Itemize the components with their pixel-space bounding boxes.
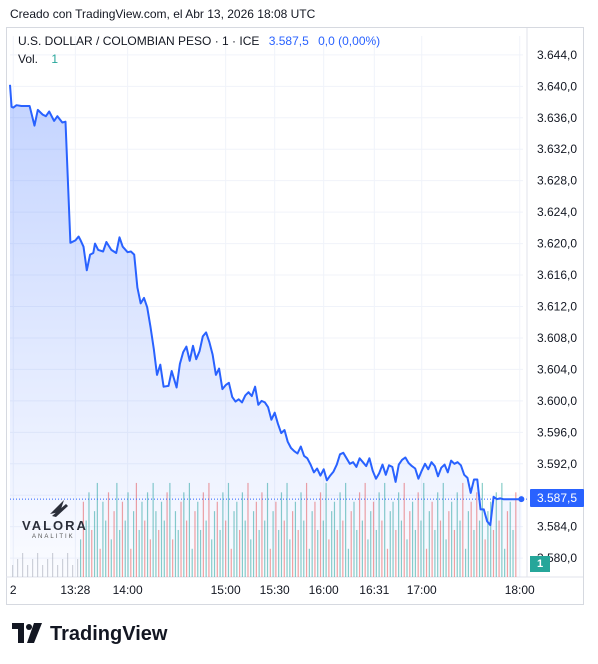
x-tick-label: 18:00 — [505, 583, 535, 597]
price-line[interactable] — [9, 84, 522, 527]
price-area — [10, 84, 522, 578]
symbol-legend: U.S. DOLLAR / COLOMBIAN PESO · 1 · ICE 3… — [18, 34, 380, 48]
price-change: 0,0 (0,00%) — [318, 34, 381, 48]
y-tick-label: 3.620,0 — [537, 237, 577, 251]
x-tick-label: 14:00 — [113, 583, 143, 597]
y-tick-label: 3.628,0 — [537, 174, 577, 188]
y-tick-label: 3.636,0 — [537, 111, 577, 125]
tradingview-brand[interactable]: TradingView — [12, 623, 167, 646]
volume-legend: Vol. 1 — [18, 52, 58, 66]
x-tick-label: 15:00 — [211, 583, 241, 597]
created-caption: Creado con TradingView.com, el Abr 13, 2… — [10, 7, 316, 21]
volume-label: Vol. — [18, 52, 39, 66]
y-tick-label: 3.604,0 — [537, 362, 577, 376]
volume-tag: 1 — [530, 556, 550, 572]
valora-sub: ANALITIK — [32, 534, 75, 540]
last-price-tag: 3.587,5 — [530, 489, 584, 507]
valora-logo-icon — [50, 500, 68, 517]
valora-word: VALORA — [22, 518, 88, 533]
tradingview-logo-icon — [12, 623, 42, 643]
y-tick-label: 3.624,0 — [537, 205, 577, 219]
last-price-dot — [518, 496, 525, 503]
x-tick-label: 17:00 — [407, 583, 437, 597]
x-tick-label: 16:31 — [359, 583, 389, 597]
y-tick-label: 3.592,0 — [537, 457, 577, 471]
x-tick-label: 15:30 — [260, 583, 290, 597]
y-tick-label: 3.644,0 — [537, 48, 577, 62]
symbol-label: U.S. DOLLAR / COLOMBIAN PESO · 1 · ICE — [18, 34, 260, 48]
x-tick-label: 16:00 — [309, 583, 339, 597]
y-tick-label: 3.600,0 — [537, 394, 577, 408]
y-tick-label: 3.616,0 — [537, 268, 577, 282]
y-tick-label: 3.608,0 — [537, 331, 577, 345]
x-tick-label: 2 — [10, 583, 17, 597]
y-tick-label: 3.632,0 — [537, 142, 577, 156]
x-tick-label: 13:28 — [60, 583, 90, 597]
volume-value: 1 — [51, 52, 59, 66]
y-tick-label: 3.584,0 — [537, 520, 577, 534]
y-tick-label: 3.612,0 — [537, 300, 577, 314]
last-price: 3.587,5 — [268, 34, 309, 48]
y-tick-label: 3.640,0 — [537, 79, 577, 93]
y-tick-label: 3.596,0 — [537, 425, 577, 439]
brand-name: TradingView — [50, 623, 168, 645]
